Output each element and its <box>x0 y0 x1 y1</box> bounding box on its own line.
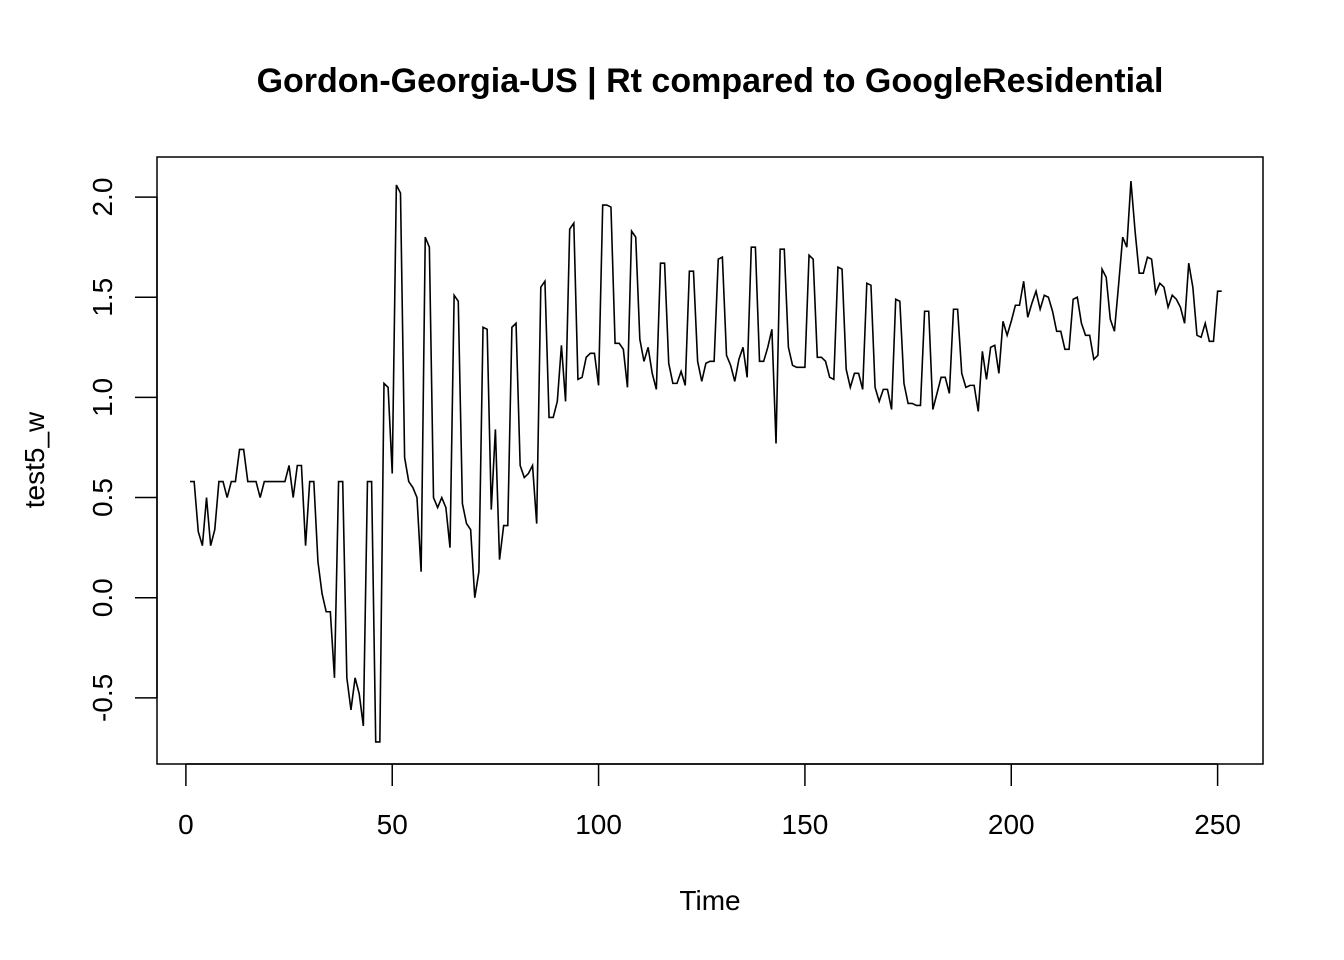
y-axis: -0.5 0.0 0.5 1.0 1.5 2.0 <box>87 178 158 722</box>
series-line <box>190 180 1222 743</box>
y-tick-label: 1.5 <box>87 278 118 317</box>
y-tick-label: 2.0 <box>87 178 118 217</box>
x-tick-label: 150 <box>782 809 829 840</box>
x-axis: 0 50 100 150 200 250 <box>178 763 1241 840</box>
x-tick-label: 0 <box>178 809 194 840</box>
x-tick-label: 200 <box>988 809 1035 840</box>
x-tick-label: 250 <box>1194 809 1241 840</box>
y-axis-label: test5_w <box>19 411 50 508</box>
plot-frame <box>156 156 1264 765</box>
series-layer <box>190 180 1222 743</box>
x-tick-label: 50 <box>377 809 408 840</box>
x-axis-label: Time <box>679 885 740 916</box>
chart-title: Gordon-Georgia-US | Rt compared to Googl… <box>257 62 1164 100</box>
y-tick-label: -0.5 <box>87 674 118 722</box>
y-tick-label: 0.0 <box>87 578 118 617</box>
y-tick-label: 0.5 <box>87 478 118 517</box>
x-tick-label: 100 <box>575 809 622 840</box>
y-tick-label: 1.0 <box>87 378 118 417</box>
